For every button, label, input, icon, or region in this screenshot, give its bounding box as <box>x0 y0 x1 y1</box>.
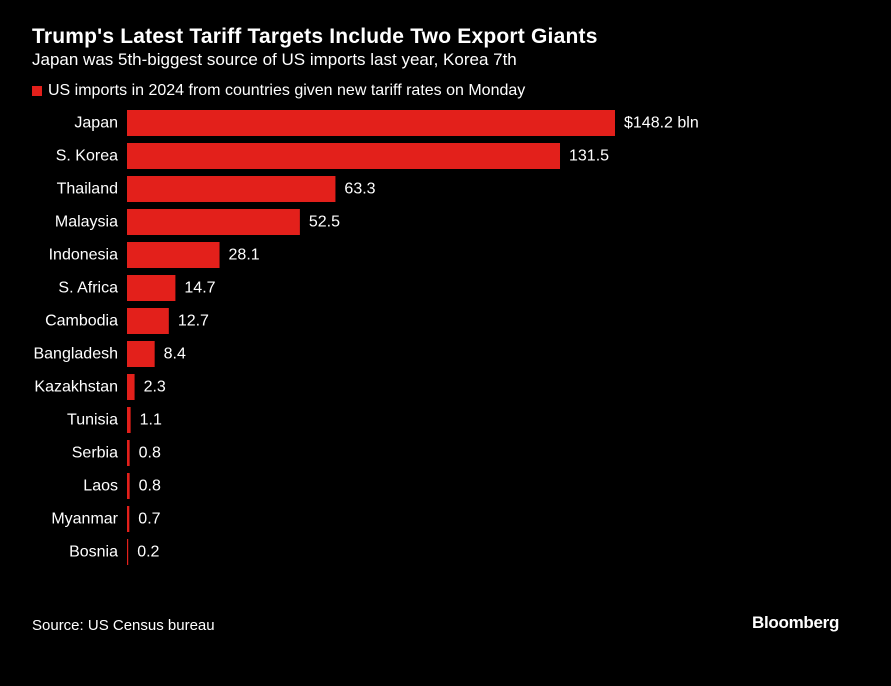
bar <box>127 506 130 532</box>
category-label: Bangladesh <box>33 346 118 363</box>
value-label: 0.7 <box>138 511 160 528</box>
value-label: 12.7 <box>178 313 209 330</box>
bar <box>127 143 561 169</box>
category-label: Bosnia <box>69 544 118 561</box>
category-label: Cambodia <box>45 313 118 330</box>
category-label: Indonesia <box>49 247 118 264</box>
category-label: Myanmar <box>51 511 118 528</box>
value-label: 63.3 <box>344 181 375 198</box>
value-label: 52.5 <box>309 214 340 231</box>
bar <box>127 176 336 202</box>
value-label: 14.7 <box>184 280 215 297</box>
source-note: Source: US Census bureau <box>32 617 215 634</box>
bar <box>127 473 130 499</box>
bar <box>127 374 135 400</box>
value-label: 28.1 <box>229 247 260 264</box>
value-label: 8.4 <box>164 346 186 363</box>
value-label: 0.8 <box>139 445 161 462</box>
bloomberg-logo: Bloomberg <box>752 613 840 632</box>
bar <box>127 242 220 268</box>
value-label: 0.2 <box>137 544 159 561</box>
value-label: 0.8 <box>139 478 161 495</box>
bar <box>127 407 131 433</box>
chart-subtitle: Japan was 5th-biggest source of US impor… <box>32 50 517 69</box>
category-label: Serbia <box>72 445 118 462</box>
category-label: Malaysia <box>55 214 118 231</box>
value-label: 2.3 <box>144 379 166 396</box>
bar <box>127 209 300 235</box>
category-label: Kazakhstan <box>34 379 118 396</box>
chart-title: Trump's Latest Tariff Targets Include Tw… <box>32 25 598 48</box>
value-label: 1.1 <box>140 412 162 429</box>
category-label: S. Africa <box>58 280 118 297</box>
category-label: S. Korea <box>56 148 118 165</box>
category-label: Laos <box>83 478 118 495</box>
bar <box>127 539 129 565</box>
value-label: 131.5 <box>569 148 609 165</box>
bar <box>127 308 169 334</box>
category-label: Tunisia <box>67 412 118 429</box>
category-label: Japan <box>74 115 118 132</box>
bar <box>127 110 615 136</box>
bar <box>127 440 130 466</box>
legend-swatch <box>32 86 42 96</box>
bar <box>127 341 155 367</box>
value-label: $148.2 bln <box>624 115 699 132</box>
bar <box>127 275 176 301</box>
category-label: Thailand <box>57 181 118 198</box>
legend-label: US imports in 2024 from countries given … <box>48 82 526 99</box>
legend: US imports in 2024 from countries given … <box>32 82 525 100</box>
